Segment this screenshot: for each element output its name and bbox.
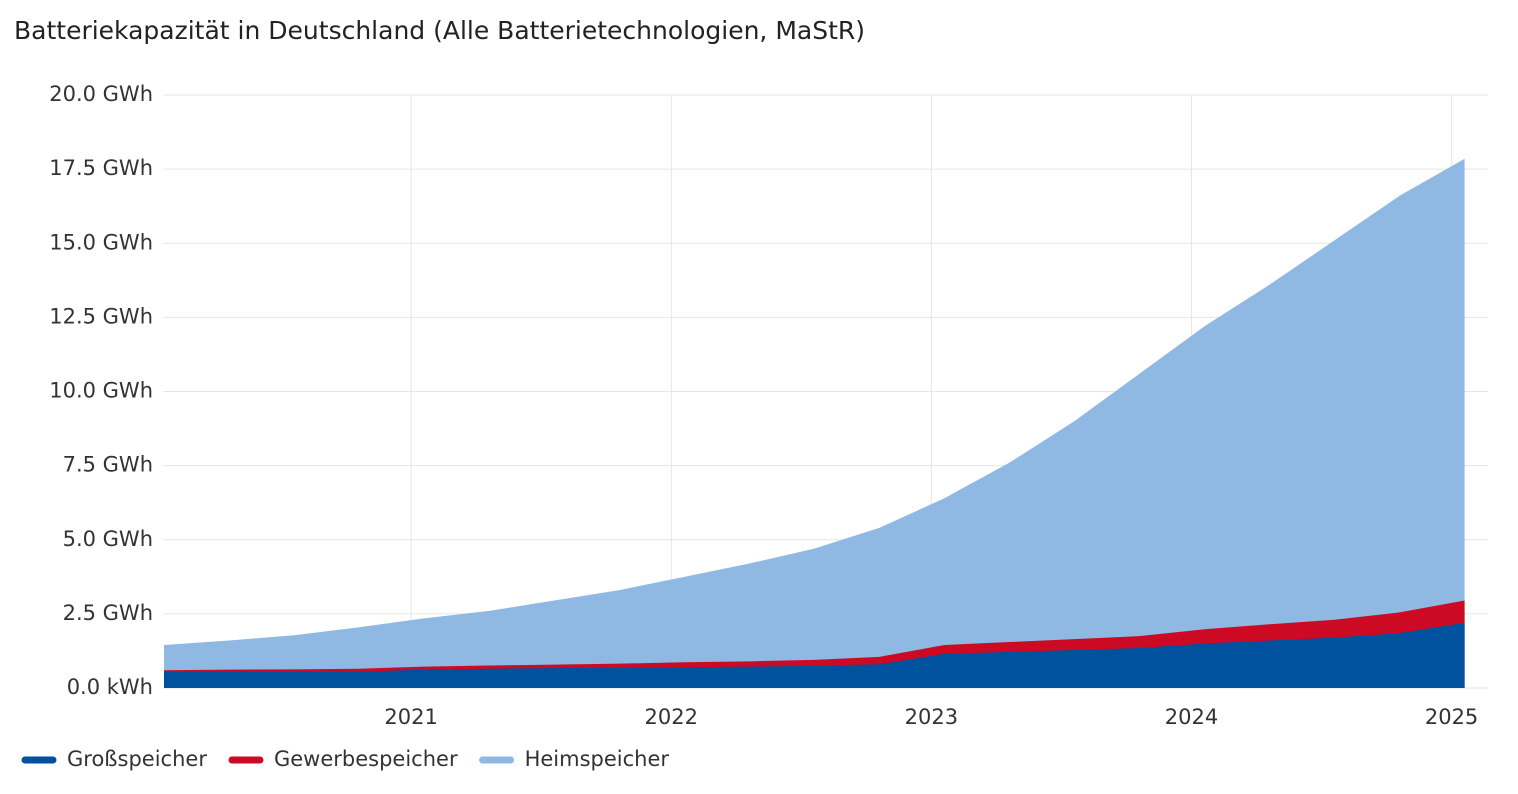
x-tick-label: 2024 bbox=[1165, 705, 1218, 729]
legend-label: Großspeicher bbox=[67, 747, 207, 771]
area bbox=[164, 622, 1465, 688]
y-tick-label: 0.0 kWh bbox=[67, 675, 153, 699]
area bbox=[164, 158, 1465, 688]
legend-label: Gewerbespeicher bbox=[274, 747, 458, 771]
y-tick-label: 15.0 GWh bbox=[49, 230, 153, 254]
x-tick-label: 2025 bbox=[1425, 705, 1478, 729]
chart-title: Batteriekapazität in Deutschland (Alle B… bbox=[14, 16, 865, 45]
legend-label: Heimspeicher bbox=[525, 747, 670, 771]
x-tick-label: 2023 bbox=[905, 705, 958, 729]
x-tick-label: 2021 bbox=[384, 705, 437, 729]
y-tick-label: 17.5 GWh bbox=[49, 156, 153, 180]
y-tick-label: 2.5 GWh bbox=[63, 601, 153, 625]
x-tick-label: 2022 bbox=[645, 705, 698, 729]
y-tick-label: 5.0 GWh bbox=[63, 527, 153, 551]
y-tick-label: 12.5 GWh bbox=[49, 304, 153, 328]
y-tick-label: 20.0 GWh bbox=[49, 82, 153, 106]
y-tick-label: 10.0 GWh bbox=[49, 379, 153, 403]
y-tick-label: 7.5 GWh bbox=[63, 453, 153, 477]
